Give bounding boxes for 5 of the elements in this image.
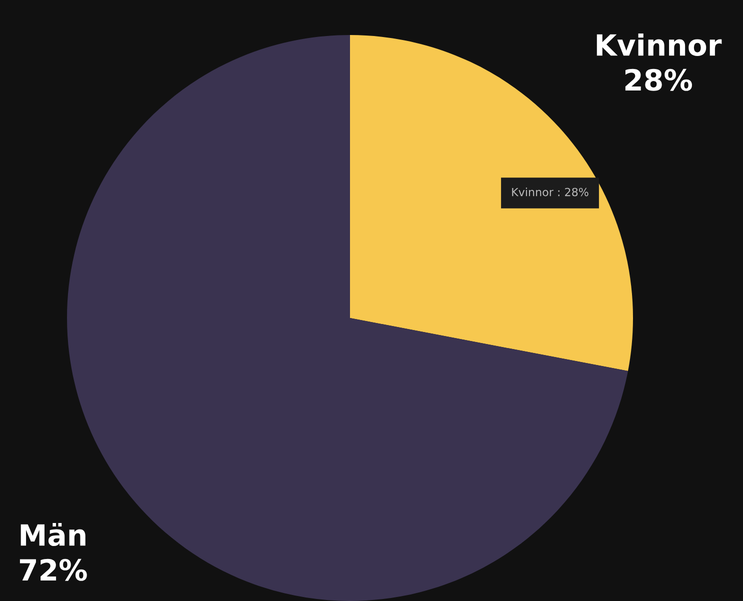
data-label: 28%: [625, 68, 692, 91]
data-label: 72%: [20, 558, 87, 581]
slice-label: Kvinnor: [596, 33, 722, 56]
slice-label: Män: [20, 523, 86, 546]
text: Kvinnor : 28%: [512, 188, 588, 196]
